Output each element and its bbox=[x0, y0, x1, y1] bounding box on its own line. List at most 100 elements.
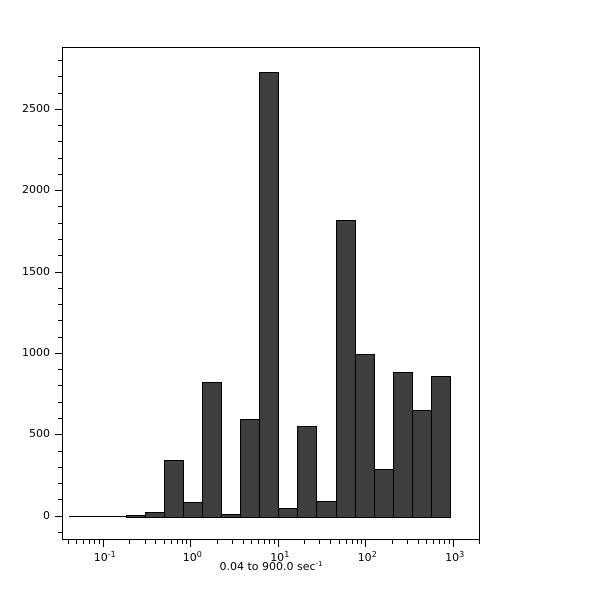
x-tick-label: 101 bbox=[270, 550, 290, 564]
y-major-tick bbox=[55, 190, 62, 191]
y-minor-tick bbox=[58, 76, 62, 77]
x-major-tick bbox=[365, 540, 366, 547]
x-minor-tick bbox=[433, 540, 434, 544]
y-minor-tick bbox=[58, 402, 62, 403]
x-minor-tick bbox=[407, 540, 408, 544]
y-major-tick bbox=[55, 272, 62, 273]
x-minor-tick bbox=[243, 540, 244, 544]
y-minor-tick bbox=[58, 304, 62, 305]
x-minor-tick bbox=[94, 540, 95, 544]
y-major-tick bbox=[55, 353, 62, 354]
y-minor-tick bbox=[58, 206, 62, 207]
histogram-bar bbox=[68, 515, 89, 517]
y-minor-tick bbox=[58, 239, 62, 240]
histogram-bar bbox=[278, 507, 299, 518]
x-minor-tick bbox=[361, 540, 362, 544]
y-minor-tick bbox=[58, 532, 62, 533]
histogram-bar bbox=[373, 468, 394, 518]
x-minor-tick bbox=[274, 540, 275, 544]
x-minor-tick bbox=[186, 540, 187, 544]
y-minor-tick bbox=[58, 467, 62, 468]
y-minor-tick bbox=[58, 223, 62, 224]
y-minor-tick bbox=[58, 288, 62, 289]
x-minor-tick bbox=[68, 540, 69, 544]
y-tick-label: 0 bbox=[43, 508, 50, 522]
x-tick-label: 103 bbox=[445, 550, 465, 564]
y-minor-tick bbox=[58, 451, 62, 452]
x-minor-tick bbox=[164, 540, 165, 544]
x-minor-tick bbox=[444, 540, 445, 544]
y-tick-label: 1000 bbox=[22, 345, 50, 359]
y-minor-tick bbox=[58, 141, 62, 142]
x-minor-tick bbox=[83, 540, 84, 544]
x-minor-tick bbox=[439, 540, 440, 544]
x-major-tick bbox=[278, 540, 279, 547]
histogram-bar bbox=[259, 71, 280, 518]
y-major-tick bbox=[55, 434, 62, 435]
histogram-bar bbox=[145, 511, 166, 518]
x-minor-tick bbox=[339, 540, 340, 544]
histogram-bar bbox=[164, 459, 185, 518]
histogram-bar bbox=[430, 375, 451, 518]
histogram-bar bbox=[87, 515, 109, 517]
x-minor-tick bbox=[304, 540, 305, 544]
x-minor-tick bbox=[392, 540, 393, 544]
histogram-bar bbox=[240, 418, 261, 518]
x-minor-tick bbox=[269, 540, 270, 544]
x-minor-tick bbox=[182, 540, 183, 544]
histogram-bar bbox=[411, 410, 432, 518]
y-minor-tick bbox=[58, 174, 62, 175]
x-major-tick bbox=[190, 540, 191, 547]
x-minor-tick bbox=[449, 540, 450, 544]
x-minor-tick bbox=[264, 540, 265, 544]
y-major-tick bbox=[55, 516, 62, 517]
x-minor-tick bbox=[330, 540, 331, 544]
y-minor-tick bbox=[58, 369, 62, 370]
y-minor-tick bbox=[58, 255, 62, 256]
x-minor-tick bbox=[352, 540, 353, 544]
x-minor-tick bbox=[217, 540, 218, 544]
y-minor-tick bbox=[58, 483, 62, 484]
x-minor-tick bbox=[89, 540, 90, 544]
x-tick-label: 100 bbox=[182, 550, 202, 564]
x-minor-tick bbox=[171, 540, 172, 544]
x-minor-tick bbox=[177, 540, 178, 544]
y-tick-label: 500 bbox=[29, 427, 50, 441]
histogram-bar bbox=[126, 514, 147, 518]
histogram-bar bbox=[221, 514, 242, 518]
histogram-bar bbox=[392, 371, 413, 518]
histogram-bar bbox=[335, 219, 356, 518]
x-axis-label-superscript: -1 bbox=[315, 560, 323, 568]
x-minor-tick bbox=[319, 540, 320, 544]
x-minor-tick bbox=[258, 540, 259, 544]
x-major-tick bbox=[103, 540, 104, 547]
y-minor-tick bbox=[58, 320, 62, 321]
x-minor-tick bbox=[145, 540, 146, 544]
x-minor-tick bbox=[479, 540, 480, 544]
x-axis-label: 0.04 to 900.0 sec-1 bbox=[62, 560, 480, 573]
x-minor-tick bbox=[346, 540, 347, 544]
x-major-tick bbox=[453, 540, 454, 547]
x-minor-tick bbox=[232, 540, 233, 544]
y-minor-tick bbox=[58, 60, 62, 61]
y-major-tick bbox=[55, 109, 62, 110]
x-minor-tick bbox=[129, 540, 130, 544]
histogram-bar bbox=[354, 353, 375, 518]
y-minor-tick bbox=[58, 93, 62, 94]
x-minor-tick bbox=[251, 540, 252, 544]
histogram-bar bbox=[183, 501, 204, 518]
x-minor-tick bbox=[99, 540, 100, 544]
x-axis-label-text: 0.04 to 900.0 sec bbox=[219, 560, 316, 573]
y-minor-tick bbox=[58, 499, 62, 500]
x-minor-tick bbox=[418, 540, 419, 544]
x-minor-tick bbox=[76, 540, 77, 544]
y-tick-label: 2500 bbox=[22, 101, 50, 115]
x-minor-tick bbox=[155, 540, 156, 544]
x-minor-tick bbox=[426, 540, 427, 544]
plot-area bbox=[62, 47, 480, 540]
y-minor-tick bbox=[58, 158, 62, 159]
histogram-bar bbox=[297, 426, 318, 518]
histogram-bar bbox=[107, 515, 128, 517]
x-tick-label: 102 bbox=[357, 550, 377, 564]
